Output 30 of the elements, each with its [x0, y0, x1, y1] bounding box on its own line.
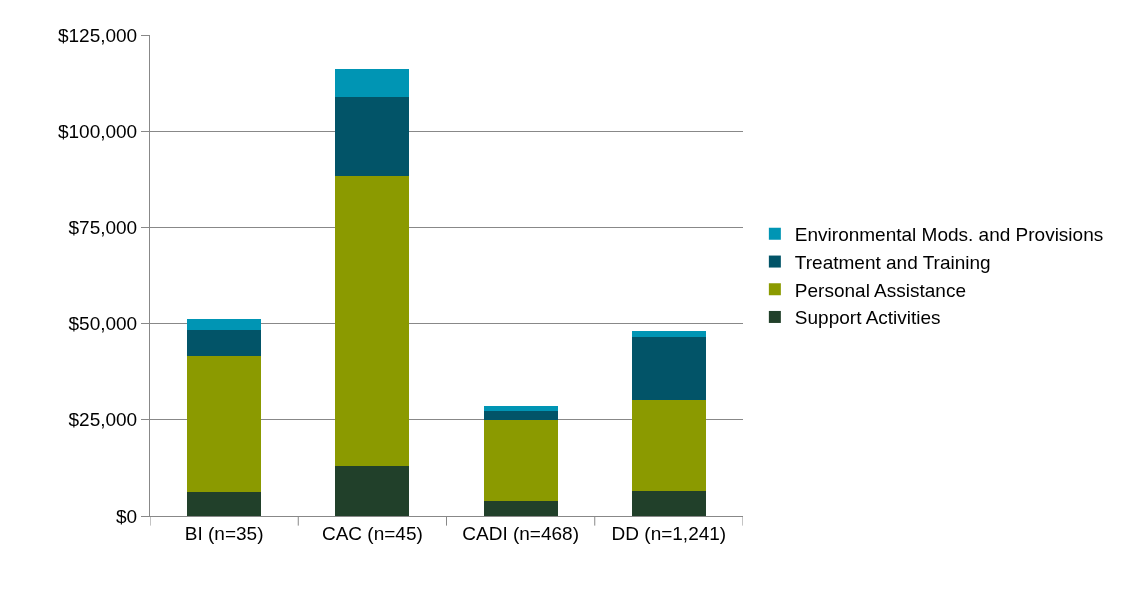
legend-label: Treatment and Training: [794, 251, 991, 273]
bar: [483, 410, 558, 420]
bar: [483, 419, 558, 501]
y-tick-label: $75,000: [68, 217, 138, 239]
x-tick-label: BI (n=35): [184, 522, 264, 544]
bar: [483, 406, 558, 411]
legend-label: Support Activities: [794, 307, 941, 329]
bar: [631, 400, 706, 491]
y-tick-label: $125,000: [57, 24, 138, 46]
bar: [631, 331, 706, 338]
y-tick-label: $50,000: [68, 313, 138, 335]
x-tick-label: CAC (n=45): [321, 522, 423, 544]
legend-label: Personal Assistance: [794, 279, 966, 301]
bar: [335, 97, 410, 177]
y-tick-label: $25,000: [68, 409, 138, 431]
bar: [335, 69, 410, 98]
bar: [187, 329, 262, 356]
bar: [631, 490, 706, 516]
x-tick-label: CADI (n=468): [462, 522, 579, 544]
bar: [631, 337, 706, 401]
bar: [335, 465, 410, 516]
bar: [187, 355, 262, 493]
bar: [483, 500, 558, 516]
x-tick-label: DD (n=1,241): [611, 522, 727, 544]
bar: [187, 492, 262, 516]
bar: [187, 318, 262, 330]
legend-label: Environmental Mods. and Provisions: [794, 224, 1104, 246]
bar: [335, 176, 410, 466]
y-tick-label: $100,000: [57, 120, 138, 142]
y-tick-label: $0: [116, 505, 138, 527]
